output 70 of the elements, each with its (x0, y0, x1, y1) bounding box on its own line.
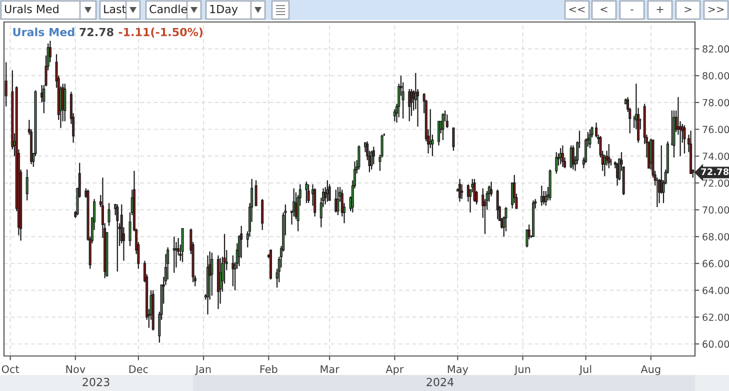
text: Urals Med (4, 4, 58, 14)
candlestick (473, 178, 476, 202)
chart-title: Urals Med (13, 28, 74, 36)
x-tick-label: Mar (320, 365, 340, 374)
x-tick-label: Nov (66, 365, 86, 374)
text: >> (708, 6, 724, 12)
candlestick (305, 181, 308, 204)
candlestick (326, 180, 329, 202)
candlestick (314, 188, 316, 218)
x-tick-label: May (448, 365, 468, 376)
candlestick (4, 62, 8, 108)
candlestick (683, 124, 686, 154)
y-tick-label: 60.00 (702, 340, 729, 348)
candlestick (336, 186, 340, 216)
annotation: 72.78 (701, 168, 729, 176)
candlestick (26, 168, 28, 201)
candlestick (232, 254, 234, 287)
candlestick (555, 152, 558, 174)
candlestick (672, 110, 676, 158)
candlestick (438, 120, 440, 146)
x-tick-label: Jan (194, 365, 211, 376)
x-tick-label: Jun (514, 365, 530, 376)
candlestick (261, 198, 264, 230)
candlestick (181, 228, 184, 263)
text: + (656, 6, 664, 13)
candlestick (307, 184, 310, 204)
candlestick (116, 204, 119, 272)
x-tick-label: Aug (640, 365, 660, 376)
x-tick-label: Oct (2, 365, 20, 374)
text: Last (104, 4, 126, 14)
candlestick (544, 190, 548, 206)
candlestick (64, 83, 66, 122)
y-tick-label: 82.00 (702, 45, 729, 53)
candlestick (442, 112, 444, 141)
x-tick-label: Apr (386, 365, 404, 376)
y-tick-label: 74.00 (702, 152, 729, 160)
chart-subtitle: 72.78 -1.11(-1.50%) (80, 28, 203, 38)
candlestick (572, 144, 574, 170)
y-tick-label: 68.00 (702, 233, 729, 240)
x-tick-label: Dec (129, 365, 148, 374)
text: 2023 (82, 378, 110, 386)
candlestick (608, 144, 610, 169)
candlestick (446, 114, 448, 129)
candlestick (603, 154, 606, 177)
y-tick-label: 70.00 (702, 206, 729, 214)
y-tick-label: 76.00 (702, 126, 729, 134)
y-tick-label: 66.00 (702, 260, 729, 268)
candlestick (458, 178, 462, 202)
candlestick (452, 127, 455, 152)
text: Candle (150, 4, 187, 14)
candlestick (370, 150, 373, 170)
y-tick-label: 78.00 (702, 98, 729, 106)
candlestick (328, 184, 331, 201)
y-tick-label: 80.00 (702, 72, 729, 80)
text: << (569, 6, 585, 12)
y-tick-label: 64.00 (702, 286, 729, 294)
y-tick-label: 62.00 (702, 314, 729, 321)
x-tick-label: Jul (578, 365, 592, 376)
y-tick-label: 72.00 (702, 179, 729, 187)
candlestick (358, 144, 360, 170)
text: 1Day (210, 4, 238, 16)
text: > (684, 6, 692, 12)
candlestick (108, 202, 110, 226)
candlestick (254, 180, 258, 206)
text: < (600, 6, 608, 12)
candlestick (210, 252, 214, 296)
text: 2024 (426, 378, 454, 386)
candlestick (496, 189, 499, 220)
candlestick (561, 144, 564, 168)
x-tick-label: Feb (260, 365, 278, 374)
